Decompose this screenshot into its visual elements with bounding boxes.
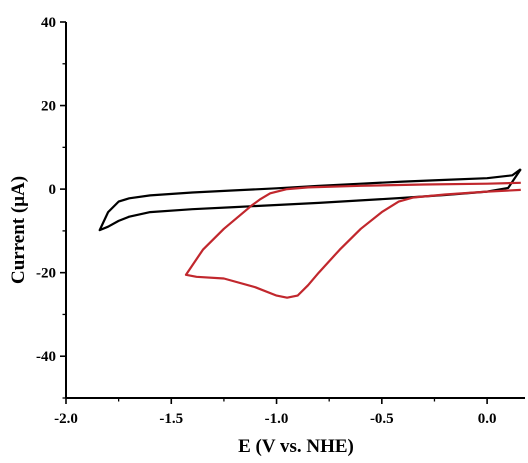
x-tick-label: -1.5: [159, 411, 183, 427]
y-tick-label: -20: [36, 266, 56, 282]
x-tick-label: 0.0: [478, 411, 497, 427]
y-tick-label: -40: [36, 349, 56, 365]
y-tick-label: 20: [41, 99, 56, 115]
x-tick-label: -0.5: [370, 411, 394, 427]
x-axis-label: E (V vs. NHE): [238, 436, 354, 457]
x-tick-label: -1.0: [265, 411, 289, 427]
ticks-layer: -2.0 -1.5 -1.0 -0.5 0.0 40 20 0 -20 -40: [36, 15, 496, 427]
y-tick-label: 0: [49, 182, 57, 198]
y-tick-label: 40: [41, 15, 56, 31]
series-line-2: [184, 181, 521, 299]
series-line-1: [98, 168, 522, 232]
series-layer: [98, 168, 522, 299]
x-tick-label: -2.0: [54, 411, 78, 427]
axes-layer: [65, 22, 525, 399]
y-axis-label: Current (μA): [8, 176, 29, 284]
